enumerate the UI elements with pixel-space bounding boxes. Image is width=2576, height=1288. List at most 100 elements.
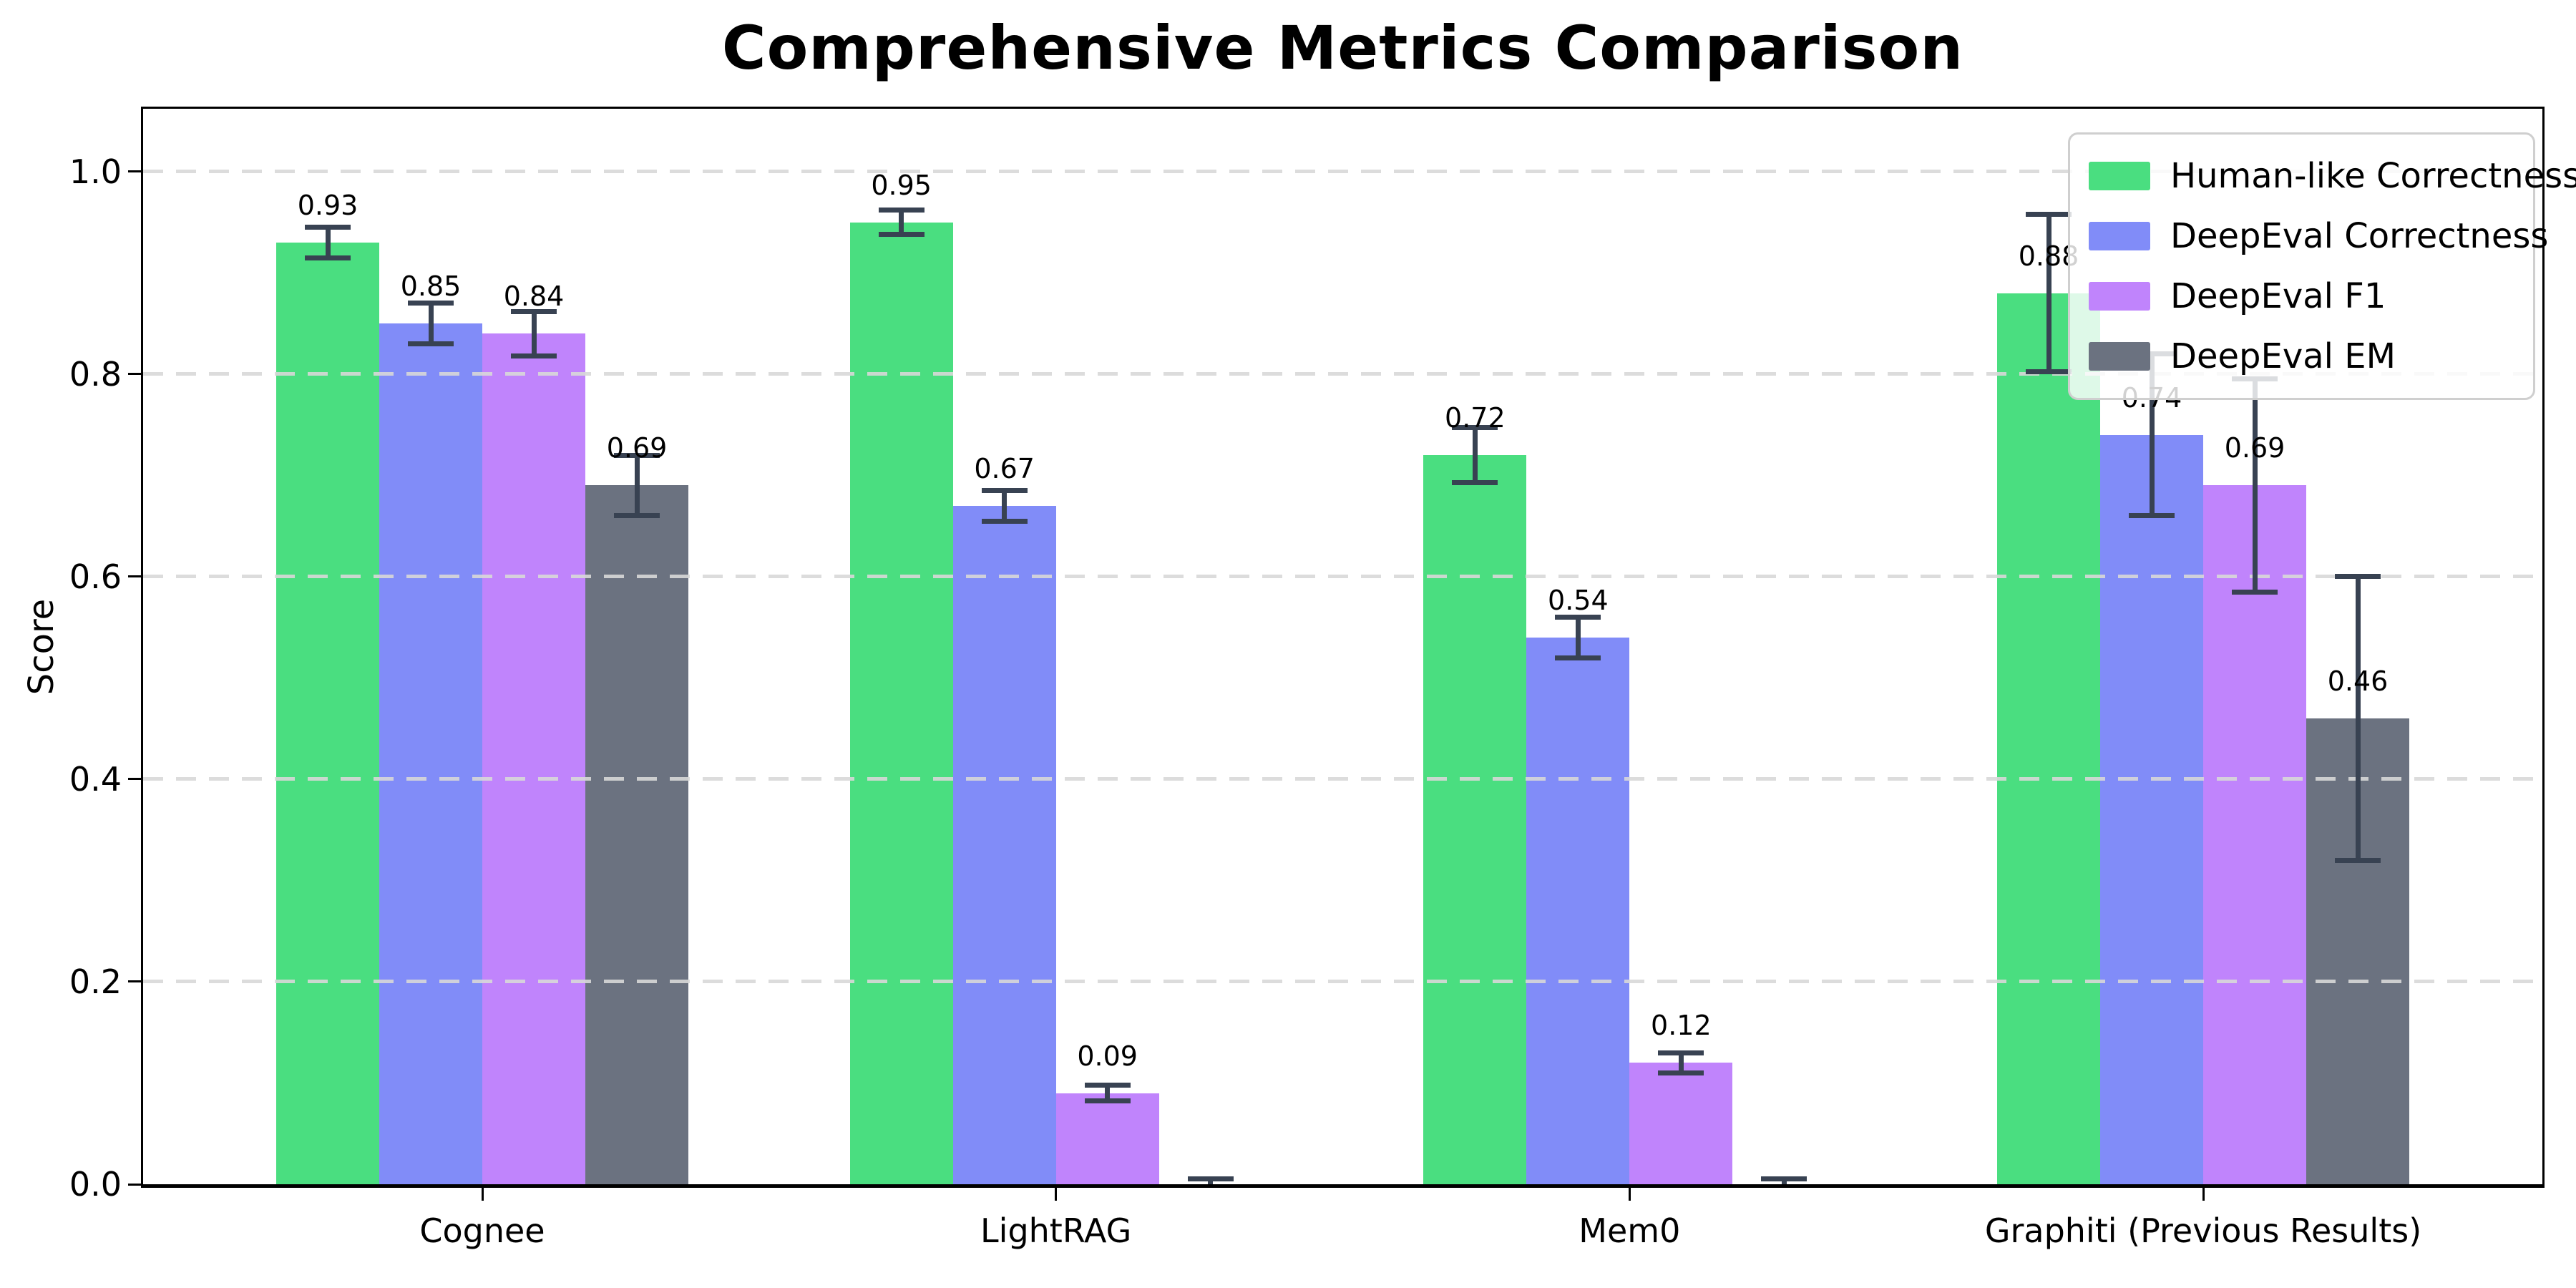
- bar: [1055, 1093, 1159, 1184]
- error-bar-line: [1105, 1085, 1111, 1101]
- error-bar-line: [2252, 379, 2258, 592]
- y-tick-mark: [128, 1183, 141, 1186]
- y-tick-mark: [128, 778, 141, 781]
- bar: [379, 323, 482, 1184]
- x-tick-label: Graphiti (Previous Results): [1984, 1211, 2422, 1250]
- y-tick-label: 0.0: [69, 1165, 122, 1204]
- bar-value-label: 0.67: [974, 452, 1035, 484]
- error-bar-line: [1781, 1179, 1787, 1184]
- bar: [1997, 293, 2100, 1184]
- bar: [2203, 485, 2306, 1184]
- x-tick-label: Mem0: [1579, 1211, 1681, 1250]
- error-bar-cap-bottom: [2335, 857, 2381, 863]
- y-tick-label: 0.8: [69, 354, 122, 394]
- error-bar-line: [2355, 576, 2361, 861]
- error-bar-cap-bottom: [2129, 513, 2175, 519]
- legend-swatch: [2089, 282, 2150, 311]
- y-tick-label: 0.6: [69, 557, 122, 596]
- error-bar-line: [2149, 353, 2155, 516]
- bar: [276, 242, 379, 1184]
- legend-entry-label: DeepEval F1: [2170, 276, 2386, 316]
- error-bar-cap-bottom: [1084, 1098, 1131, 1104]
- gridline: [143, 575, 2542, 579]
- bar-value-label: 0.46: [2327, 665, 2389, 697]
- error-bar-cap-top: [1187, 1176, 1234, 1182]
- legend-entry: DeepEval EM: [2089, 326, 2514, 386]
- error-bar-cap-bottom: [1555, 655, 1601, 660]
- bar: [482, 333, 585, 1184]
- plot-area: 0.930.950.720.880.850.670.540.740.840.09…: [143, 109, 2542, 1184]
- error-bar-cap-bottom: [408, 341, 454, 346]
- error-bar-cap-top: [2026, 211, 2072, 217]
- bar: [2100, 434, 2203, 1184]
- plot-frame: [141, 107, 2545, 1188]
- error-bar-line: [531, 311, 537, 356]
- error-bar-cap-bottom: [1452, 479, 1498, 485]
- x-tick-label: Cognee: [419, 1211, 545, 1250]
- legend-swatch: [2089, 342, 2150, 371]
- legend-entry-label: Human-like Correctness: [2170, 156, 2576, 196]
- error-bar-cap-top: [2335, 574, 2381, 580]
- error-bar-cap-bottom: [305, 255, 351, 260]
- bar-value-label: 0.69: [2224, 432, 2285, 464]
- bar-value-label: 0.72: [1445, 402, 1506, 434]
- bar: [1526, 637, 1630, 1184]
- y-tick-mark: [128, 373, 141, 376]
- gridline: [143, 777, 2542, 781]
- error-bar-cap-bottom: [2026, 369, 2072, 375]
- x-tick-mark: [481, 1188, 484, 1201]
- legend-entry: DeepEval F1: [2089, 266, 2514, 326]
- bar: [585, 485, 688, 1184]
- chart-title: Comprehensive Metrics Comparison: [721, 13, 1964, 83]
- error-bar-line: [1472, 427, 1478, 483]
- legend-entry-label: DeepEval Correctness: [2170, 216, 2549, 256]
- bar-value-label: 0.12: [1651, 1010, 1712, 1042]
- y-tick-label: 0.4: [69, 759, 122, 799]
- error-bar-line: [1575, 617, 1581, 658]
- y-tick-mark: [128, 980, 141, 983]
- bar-value-label: 0.93: [297, 189, 358, 221]
- legend: Human-like Correctness DeepEval Correctne…: [2068, 132, 2576, 400]
- error-bar-cap-top: [1555, 614, 1601, 620]
- x-tick-mark: [2202, 1188, 2205, 1201]
- error-bar-cap-top: [305, 225, 351, 230]
- bar-value-label: 0.69: [606, 432, 668, 464]
- error-bar-cap-bottom: [1658, 1070, 1704, 1075]
- bar-value-label: 0.95: [871, 169, 932, 201]
- bar-value-label: 0.84: [503, 280, 565, 313]
- error-bar-line: [1208, 1179, 1214, 1184]
- bar-value-label: 0.85: [400, 270, 462, 303]
- error-bar-line: [1678, 1053, 1684, 1073]
- gridline: [143, 372, 2542, 376]
- error-bar-cap-bottom: [878, 231, 924, 237]
- error-bar-cap-top: [981, 488, 1028, 494]
- x-tick-mark: [1628, 1188, 1631, 1201]
- error-bar-line: [1002, 490, 1008, 521]
- error-bar-line: [634, 455, 640, 516]
- error-bar-cap-bottom: [614, 513, 660, 519]
- x-tick-mark: [1055, 1188, 1058, 1201]
- x-tick-label: LightRAG: [980, 1211, 1132, 1250]
- error-bar-cap-top: [1452, 425, 1498, 431]
- error-bar-cap-bottom: [511, 353, 557, 358]
- legend-entry-label: DeepEval EM: [2170, 336, 2396, 376]
- y-tick-mark: [128, 170, 141, 173]
- error-bar-line: [428, 303, 434, 344]
- y-tick-label: 1.0: [69, 152, 122, 191]
- error-bar-cap-top: [511, 308, 557, 314]
- error-bar-cap-top: [408, 301, 454, 306]
- bar: [849, 222, 953, 1184]
- legend-entry: Human-like Correctness: [2089, 146, 2576, 206]
- error-bar-line: [325, 227, 331, 258]
- error-bar-cap-top: [878, 208, 924, 213]
- error-bar-cap-bottom: [981, 518, 1028, 524]
- bar-value-label: 0.54: [1548, 584, 1609, 616]
- error-bar-cap-top: [1761, 1176, 1807, 1182]
- legend-swatch: [2089, 162, 2150, 190]
- gridline: [143, 980, 2542, 984]
- error-bar-cap-top: [614, 452, 660, 458]
- error-bar-line: [899, 210, 904, 235]
- bar: [1423, 455, 1527, 1184]
- y-tick-mark: [128, 575, 141, 578]
